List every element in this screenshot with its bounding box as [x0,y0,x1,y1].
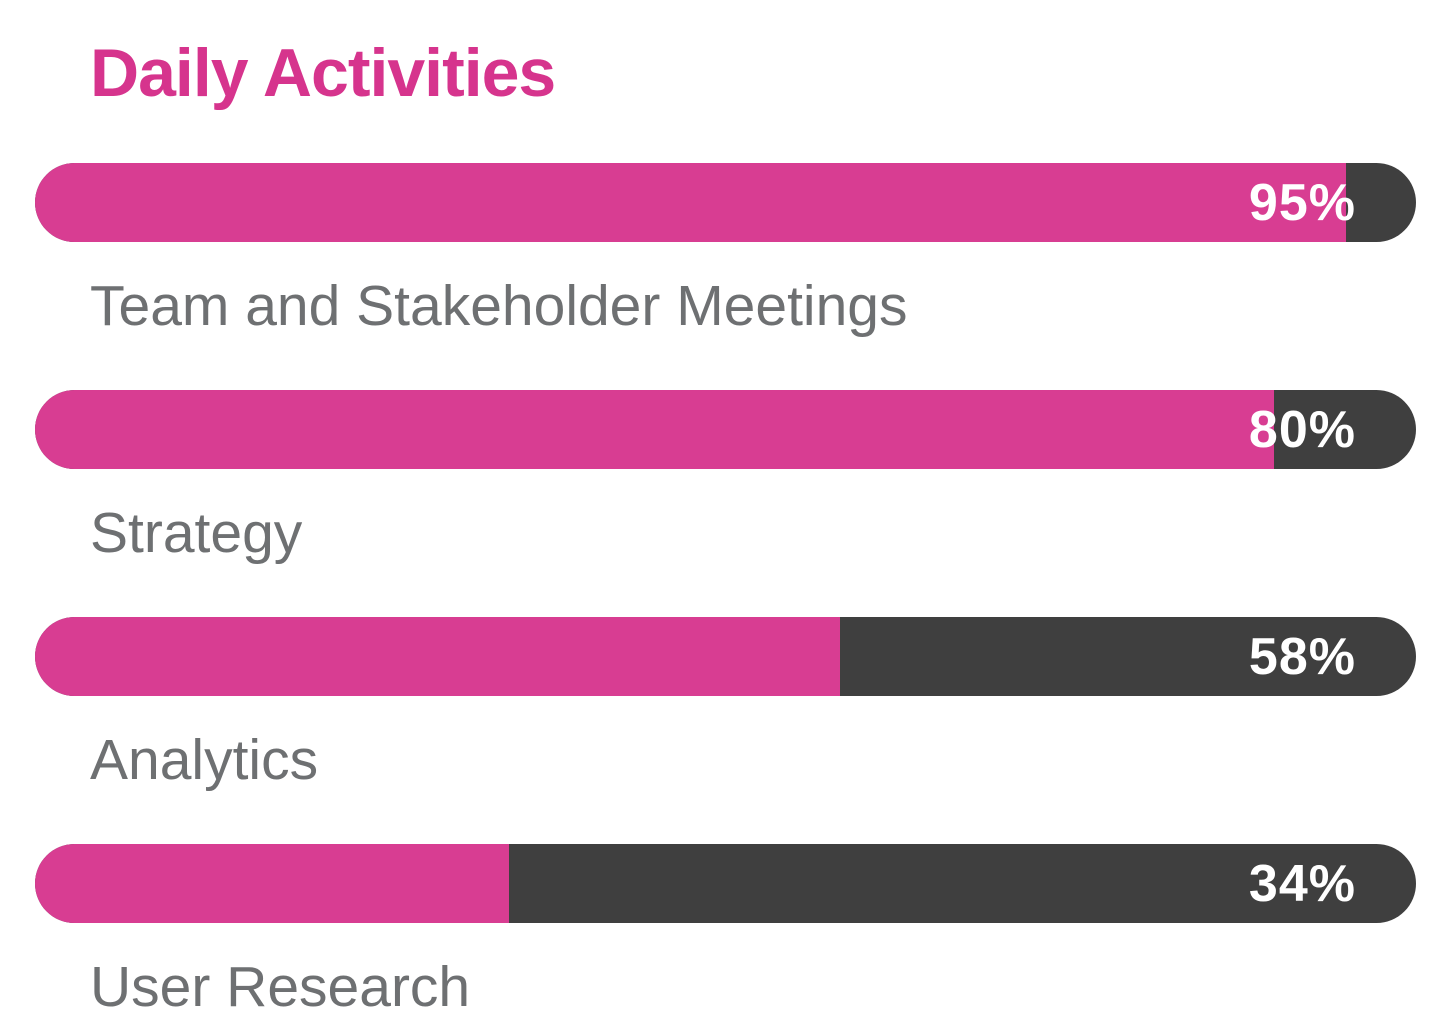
chart-canvas: Daily Activities 95% Team and Stakeholde… [0,36,1446,1027]
bar-group: 34% User Research [0,844,1446,1023]
chart-title: Daily Activities [90,35,556,111]
bar-chart: 95% Team and Stakeholder Meetings 80% St… [0,163,1446,1023]
bar-value-label: 58% [1248,627,1356,686]
progress-fill [35,844,509,923]
progress-track: 58% [35,617,1416,696]
bar-value-label: 34% [1248,854,1356,913]
bar-category-label: Team and Stakeholder Meetings [90,274,908,338]
progress-fill [35,617,841,696]
bar-value-label: 95% [1248,173,1356,232]
bar-group: 95% Team and Stakeholder Meetings [0,163,1446,342]
progress-fill [35,390,1274,469]
progress-track: 34% [35,844,1416,923]
progress-fill [35,163,1346,242]
progress-track: 95% [35,163,1416,242]
bar-group: 58% Analytics [0,617,1446,796]
bar-category-label: Analytics [90,728,319,792]
bar-category-label: Strategy [90,501,303,565]
bar-group: 80% Strategy [0,390,1446,569]
bar-category-label: User Research [90,955,471,1019]
bar-value-label: 80% [1248,400,1356,459]
progress-track: 80% [35,390,1416,469]
